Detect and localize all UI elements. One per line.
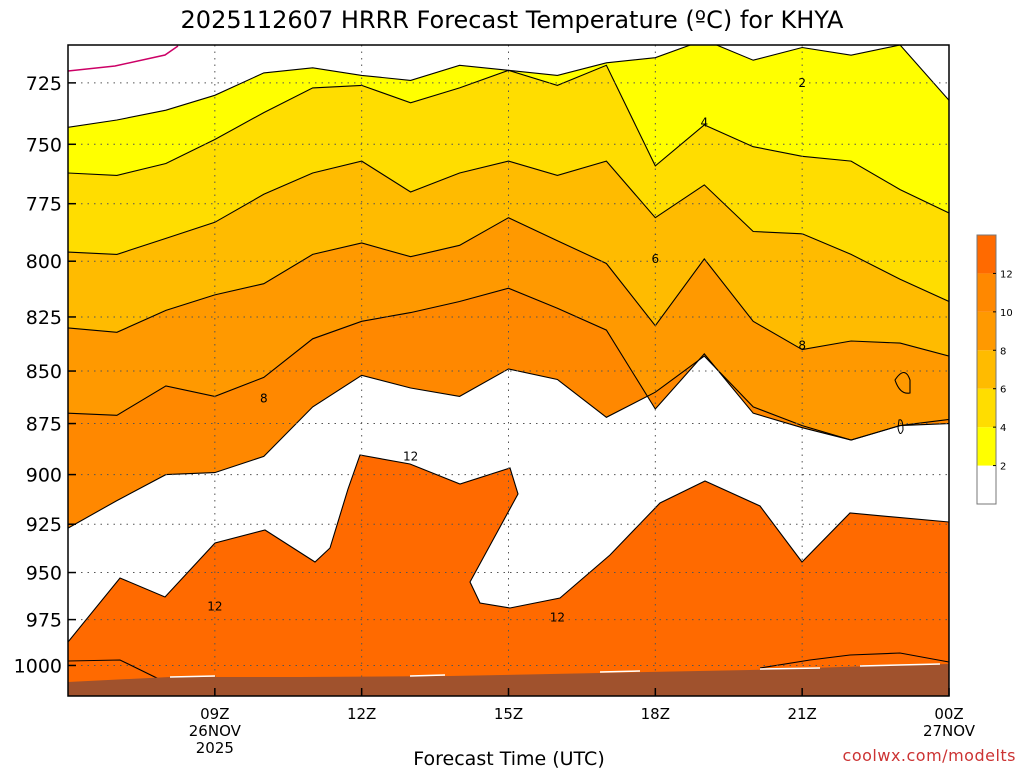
contour-label: 12 xyxy=(207,600,222,614)
contour-label: 4 xyxy=(700,115,708,129)
y-tick-label: 950 xyxy=(26,563,62,585)
temperature-band-12-14 xyxy=(68,288,949,529)
y-tick-label: 825 xyxy=(26,307,62,329)
colorbar-swatch xyxy=(977,388,996,428)
y-tick-label: 975 xyxy=(26,610,62,632)
credit-text: coolwx.com/modelts xyxy=(843,746,1016,765)
colorbar-swatch xyxy=(977,350,996,389)
contour-line-8 xyxy=(68,217,949,357)
contour-closed-dot xyxy=(897,419,904,434)
plot-area: 2 4 6 8 8 12 12 12 xyxy=(68,45,949,696)
y-tick-label: 900 xyxy=(26,465,62,487)
colorbar-label: 10 xyxy=(1000,308,1013,319)
grid-lines xyxy=(68,45,949,696)
chart-title: 2025112607 HRRR Forecast Temperature (ºC… xyxy=(181,6,845,34)
contour-label: 12 xyxy=(550,611,565,625)
temperature-band-6-8 xyxy=(68,65,949,302)
colorbar-swatch xyxy=(977,273,996,312)
colorbar-label: 4 xyxy=(1000,423,1006,434)
x-axis-label: Forecast Time (UTC) xyxy=(413,748,604,768)
colorbar-swatch xyxy=(977,465,996,504)
contour-label: 8 xyxy=(798,338,806,352)
temperature-band-8-10 xyxy=(68,161,949,357)
y-tick-label: 775 xyxy=(26,194,62,216)
x-tick-label: 26NOV xyxy=(189,722,242,740)
y-tick-label: 925 xyxy=(26,514,62,536)
ground-surface-highlight xyxy=(169,663,941,678)
surface-pressure-line xyxy=(68,45,179,72)
contour-labels: 2 4 6 8 8 12 12 12 xyxy=(207,76,806,625)
y-tick-label: 725 xyxy=(26,73,62,95)
x-tick-label: 27NOV xyxy=(923,722,976,740)
colorbar-swatch xyxy=(977,311,996,351)
x-tick-label: 00Z xyxy=(934,705,963,723)
y-tick-label: 800 xyxy=(26,251,62,273)
x-tick-label: 09Z xyxy=(200,705,229,723)
temperature-band-10-12 xyxy=(68,217,949,440)
ground-surface xyxy=(68,664,949,696)
contour-line-4 xyxy=(68,64,949,214)
colorbar-swatch xyxy=(977,235,996,274)
contour-line-2 xyxy=(68,45,949,128)
y-tick-label: 1000 xyxy=(14,655,62,677)
surface-near-contour xyxy=(68,652,949,683)
colorbar-label: 8 xyxy=(1000,346,1006,357)
y-tick-label: 750 xyxy=(26,134,62,156)
y-tick-label: 850 xyxy=(26,361,62,383)
contour-line-14 xyxy=(68,454,949,643)
contour-line-12 xyxy=(68,355,949,529)
contour-label: 2 xyxy=(798,76,806,90)
x-tick-label: 2025 xyxy=(196,739,234,757)
contour-closed-small xyxy=(894,371,911,394)
temperature-band-14-plus xyxy=(68,455,949,696)
x-tick-label: 21Z xyxy=(787,705,816,723)
colorbar-swatch xyxy=(977,427,996,466)
y-tick-label: 875 xyxy=(26,414,62,436)
contour-line-6 xyxy=(68,160,949,303)
colorbar: 2 4 6 8 10 12 xyxy=(976,234,1013,505)
colorbar-frame xyxy=(976,234,997,505)
contour-label: 8 xyxy=(260,392,268,406)
y-axis-ticks: 725 750 775 800 825 850 875 900 925 950 975 1000 xyxy=(14,73,76,677)
colorbar-label: 2 xyxy=(1000,462,1006,473)
x-tick-label: 15Z xyxy=(494,705,523,723)
x-tick-label: 18Z xyxy=(641,705,670,723)
temperature-band-4-6 xyxy=(68,45,949,213)
contour-label: 12 xyxy=(403,449,418,463)
contour-label: 6 xyxy=(652,252,660,266)
colorbar-label: 6 xyxy=(1000,385,1006,396)
x-tick-label: 12Z xyxy=(347,705,376,723)
colorbar-label: 12 xyxy=(1000,269,1013,280)
